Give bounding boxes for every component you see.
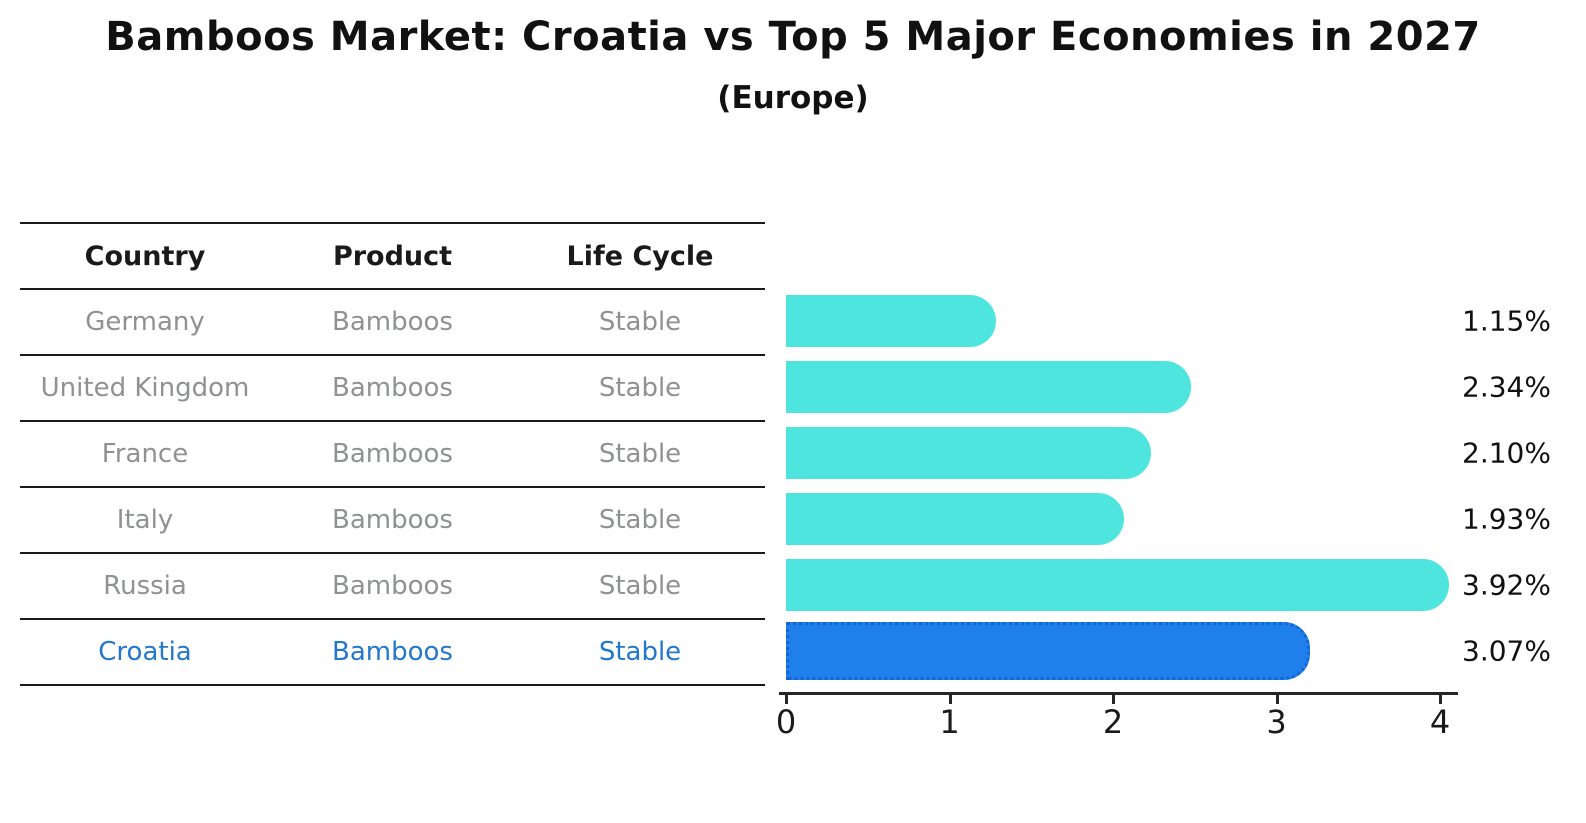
value-label-germany: 1.15% xyxy=(1462,304,1551,338)
x-tick-label-1: 1 xyxy=(939,703,960,741)
cell-product: Bamboos xyxy=(332,637,453,667)
x-tick-label-4: 4 xyxy=(1429,703,1451,741)
value-label-united-kingdom: 2.34% xyxy=(1462,370,1551,404)
x-tick-label-0: 0 xyxy=(775,703,797,741)
cell-product: Bamboos xyxy=(332,571,453,601)
x-tick-mark-1 xyxy=(948,695,952,704)
cell-life-cycle: Stable xyxy=(598,373,682,403)
cell-product: Bamboos xyxy=(332,373,453,403)
table-row-germany: Germany Bamboos Stable xyxy=(20,290,765,356)
x-tick-label-3: 3 xyxy=(1266,703,1287,741)
cell-life-cycle: Stable xyxy=(598,505,682,535)
column-header-product: Product xyxy=(332,240,453,272)
bar-italy xyxy=(786,493,1124,545)
bar-croatia xyxy=(786,622,1310,680)
table-body: Germany Bamboos Stable United Kingdom Ba… xyxy=(20,290,765,686)
table-row-russia: Russia Bamboos Stable xyxy=(20,554,765,620)
x-tick-mark-0 xyxy=(785,695,788,704)
table-row-croatia: Croatia Bamboos Stable xyxy=(20,620,765,686)
cell-life-cycle: Stable xyxy=(598,439,682,469)
cell-country: Germany xyxy=(85,307,205,337)
bar-germany xyxy=(786,295,997,347)
cell-product: Bamboos xyxy=(332,439,453,469)
column-header-life-cycle: Life Cycle xyxy=(566,240,714,272)
bar-united-kingdom xyxy=(786,361,1191,413)
x-tick-mark-3 xyxy=(1275,695,1279,704)
column-header-country: Country xyxy=(84,240,206,272)
chart-subtitle: (Europe) xyxy=(717,80,869,116)
value-label-croatia: 3.07% xyxy=(1462,634,1551,668)
bar-russia xyxy=(786,559,1449,611)
x-tick-label-2: 2 xyxy=(1102,703,1124,741)
table-row-italy: Italy Bamboos Stable xyxy=(20,488,765,554)
bar-france xyxy=(786,427,1152,479)
country-table: Country Product Life Cycle Germany Bambo… xyxy=(20,222,765,686)
x-axis-line xyxy=(779,692,1458,695)
value-label-russia: 3.92% xyxy=(1462,568,1551,602)
x-tick-mark-4 xyxy=(1439,695,1442,704)
table-row-france: France Bamboos Stable xyxy=(20,422,765,488)
table-row-united-kingdom: United Kingdom Bamboos Stable xyxy=(20,356,765,422)
chart-title: Bamboos Market: Croatia vs Top 5 Major E… xyxy=(105,14,1481,60)
cell-life-cycle: Stable xyxy=(598,637,682,667)
cell-country: Croatia xyxy=(98,637,192,667)
cell-country: France xyxy=(101,439,189,469)
cell-country: Russia xyxy=(103,571,187,601)
value-label-france: 2.10% xyxy=(1462,436,1551,470)
cell-country: Italy xyxy=(116,505,174,535)
cell-product: Bamboos xyxy=(332,505,453,535)
cell-life-cycle: Stable xyxy=(598,571,682,601)
cell-country: United Kingdom xyxy=(40,373,250,403)
x-tick-mark-2 xyxy=(1112,695,1115,704)
table-header-row: Country Product Life Cycle xyxy=(20,224,765,290)
value-label-italy: 1.93% xyxy=(1462,502,1551,536)
cell-life-cycle: Stable xyxy=(598,307,682,337)
cell-product: Bamboos xyxy=(332,307,453,337)
